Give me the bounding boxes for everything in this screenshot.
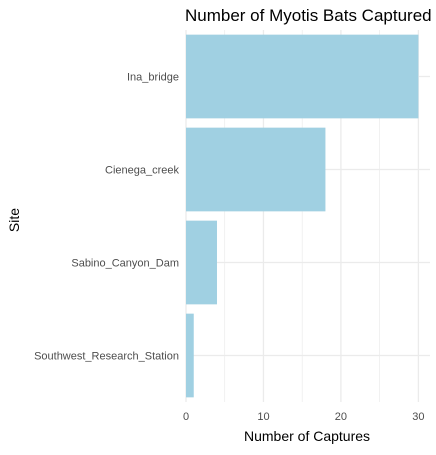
y-tick-label: Ina_bridge bbox=[127, 72, 179, 84]
bar bbox=[186, 127, 326, 212]
x-tick-label: 30 bbox=[412, 411, 424, 423]
x-tick-label: 10 bbox=[257, 411, 269, 423]
bar bbox=[186, 220, 217, 305]
y-tick-label: Sabino_Canyon_Dam bbox=[71, 258, 179, 270]
y-tick-label: Cienega_creek bbox=[105, 165, 179, 177]
tick-labels: Ina_bridge Cienega_creek Sabino_Canyon_Dam… bbox=[34, 72, 424, 424]
chart-title: Number of Myotis Bats Captured bbox=[185, 6, 432, 25]
x-tick-label: 20 bbox=[335, 411, 347, 423]
y-tick-label: Southwest_Research_Station bbox=[34, 351, 179, 363]
bars bbox=[186, 34, 419, 398]
bar bbox=[186, 313, 194, 398]
x-axis-label: Number of Captures bbox=[244, 428, 370, 444]
x-tick-label: 0 bbox=[183, 411, 189, 423]
bar bbox=[186, 34, 419, 119]
y-axis-label: Site bbox=[6, 208, 22, 232]
